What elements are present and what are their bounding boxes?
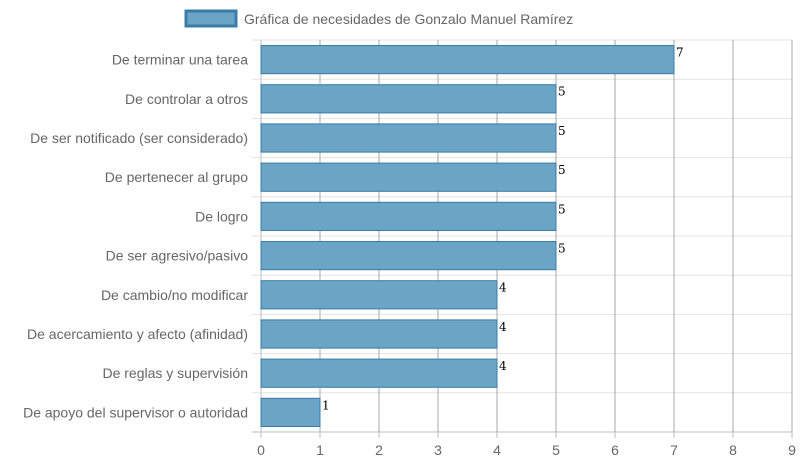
bar[interactable] <box>260 44 675 75</box>
category-label: De terminar una tarea <box>112 52 248 68</box>
legend[interactable]: Gráfica de necesidades de Gonzalo Manuel… <box>184 9 573 28</box>
data-label: 5 <box>558 124 566 138</box>
category-label: De acercamiento y afecto (afinidad) <box>27 326 248 342</box>
x-tick-label: 8 <box>729 442 737 458</box>
bar[interactable] <box>260 162 557 192</box>
x-tick-label: 0 <box>257 442 265 458</box>
category-label: De pertenecer al grupo <box>105 169 248 185</box>
data-label: 4 <box>499 281 507 295</box>
category-label: De ser notificado (ser considerado) <box>30 130 248 146</box>
x-tick-label: 7 <box>670 442 678 458</box>
legend-swatch <box>184 9 238 28</box>
bar[interactable] <box>260 358 498 388</box>
bar[interactable] <box>260 84 557 114</box>
data-label: 5 <box>558 241 566 255</box>
bar[interactable] <box>260 240 557 271</box>
category-label: De cambio/no modificar <box>101 287 248 303</box>
category-label: De ser agresivo/pasivo <box>106 248 249 264</box>
bar[interactable] <box>260 123 557 153</box>
category-label: De controlar a otros <box>125 91 248 107</box>
legend-label: Gráfica de necesidades de Gonzalo Manuel… <box>244 11 573 27</box>
x-tick-label: 4 <box>493 442 501 458</box>
data-label: 5 <box>558 202 566 216</box>
data-label: 4 <box>499 359 507 373</box>
bar[interactable] <box>260 397 321 428</box>
x-tick-label: 3 <box>434 442 442 458</box>
data-label: 5 <box>558 163 566 177</box>
x-tick-label: 5 <box>552 442 560 458</box>
bars <box>260 44 675 428</box>
category-labels: De terminar una tarea De controlar a otro… <box>23 52 248 421</box>
bar[interactable] <box>260 201 557 232</box>
x-tick-label: 6 <box>611 442 619 458</box>
x-tick-labels: 0 1 2 3 4 5 6 7 8 9 <box>257 442 796 458</box>
bar[interactable] <box>260 319 498 349</box>
bar[interactable] <box>260 280 498 310</box>
x-tick-label: 2 <box>375 442 383 458</box>
data-label: 1 <box>322 398 330 412</box>
data-labels: 7 5 5 5 5 5 4 4 4 1 <box>322 45 684 412</box>
data-label: 7 <box>676 45 684 59</box>
category-label: De apoyo del supervisor o autoridad <box>23 404 248 420</box>
category-label: De reglas y supervisión <box>102 365 248 381</box>
category-label: De logro <box>195 208 248 224</box>
data-label: 4 <box>499 320 507 334</box>
x-tick-label: 9 <box>788 442 796 458</box>
x-tick-label: 1 <box>316 442 324 458</box>
data-label: 5 <box>558 85 566 99</box>
